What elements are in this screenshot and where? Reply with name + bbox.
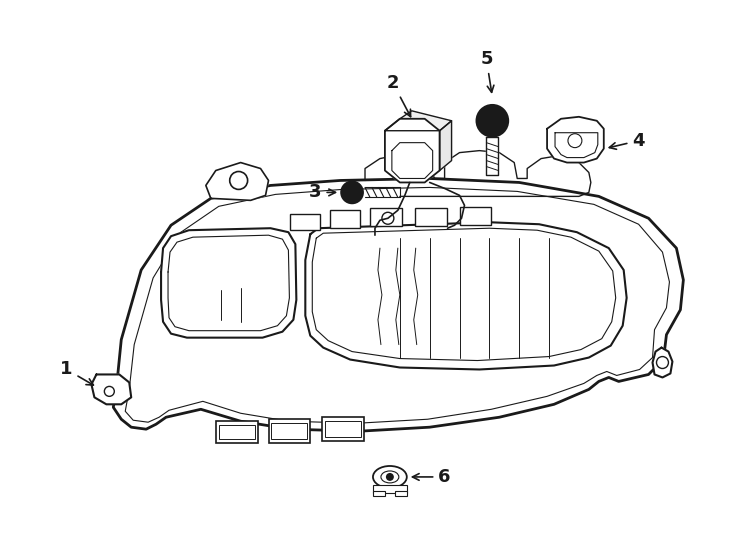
Polygon shape [487, 137, 498, 176]
Polygon shape [305, 222, 627, 369]
Bar [370, 208, 401, 226]
Bar [269, 419, 310, 443]
Bar [219, 425, 255, 439]
Circle shape [476, 105, 508, 137]
Ellipse shape [381, 471, 399, 483]
Bar [415, 208, 446, 226]
Bar [322, 417, 364, 441]
Bar [272, 423, 308, 439]
Bar [459, 207, 491, 225]
Polygon shape [206, 163, 269, 200]
Polygon shape [653, 348, 672, 377]
Ellipse shape [373, 466, 407, 488]
Polygon shape [547, 117, 604, 163]
Circle shape [386, 473, 394, 481]
Bar [216, 421, 258, 443]
Text: 4: 4 [609, 132, 645, 150]
Text: 1: 1 [60, 361, 93, 385]
Bar [291, 214, 320, 230]
Polygon shape [92, 374, 131, 404]
Polygon shape [113, 179, 683, 431]
Text: 5: 5 [480, 50, 494, 92]
Bar [373, 491, 385, 496]
Circle shape [341, 181, 363, 204]
Polygon shape [161, 228, 297, 338]
Text: 2: 2 [387, 74, 410, 117]
Polygon shape [385, 119, 440, 183]
Text: 6: 6 [413, 468, 451, 486]
Text: 3: 3 [309, 184, 335, 201]
Bar [373, 485, 407, 493]
Polygon shape [385, 111, 451, 131]
Bar [395, 491, 407, 496]
Bar [330, 210, 360, 228]
Polygon shape [440, 121, 451, 171]
Bar [325, 421, 361, 437]
